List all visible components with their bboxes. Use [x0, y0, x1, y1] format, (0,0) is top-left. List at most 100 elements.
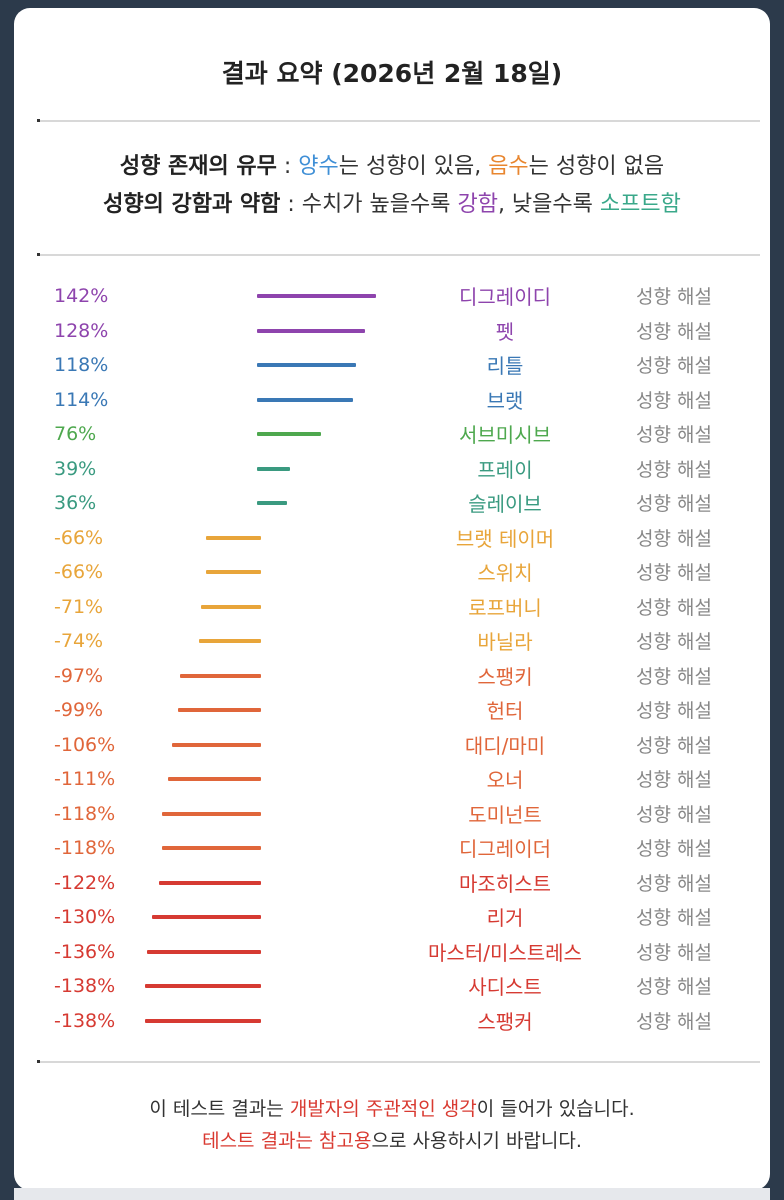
- row-percent: -71%: [54, 595, 104, 618]
- legend-positive-text: 는 성향이 있음,: [338, 154, 489, 179]
- row-bar: [171, 742, 261, 747]
- row-explain-link[interactable]: 성향 해설: [636, 976, 712, 998]
- row-bar: [257, 363, 357, 367]
- row-explain-link[interactable]: 성향 해설: [636, 1010, 712, 1033]
- page-title: 결과 요약 (2026년 2월 18일): [221, 59, 563, 88]
- row-percent: -138%: [54, 1009, 116, 1032]
- row-percent: -118%: [54, 837, 116, 859]
- row-percent: -111%: [54, 768, 116, 790]
- row-explain-link[interactable]: 성향 해설: [636, 389, 712, 412]
- row-explain-link[interactable]: 성향 해설: [636, 872, 712, 895]
- row-explain-link[interactable]: 성향 해설: [636, 769, 712, 791]
- row-percent: -74%: [54, 630, 104, 652]
- row-explain-link[interactable]: 성향 해설: [636, 596, 712, 619]
- row-type-name[interactable]: 도미넌트: [468, 802, 542, 827]
- row-percent: -106%: [54, 733, 116, 756]
- divider-dot: [37, 1060, 40, 1063]
- legend-negative-text: 는 성향이 없음: [528, 154, 665, 179]
- row-bar: [205, 535, 261, 540]
- row-percent: 142%: [54, 285, 109, 307]
- disclaimer-text-a: 이 테스트 결과는: [149, 1098, 290, 1120]
- row-explain-link[interactable]: 성향 해설: [636, 907, 712, 929]
- row-type-name[interactable]: 스위치: [477, 561, 533, 585]
- legend-strength-label: 성향의 강함과 약함: [103, 192, 281, 217]
- row-percent: 128%: [54, 319, 109, 342]
- divider-dot: [37, 119, 40, 122]
- row-explain-link[interactable]: 성향 해설: [636, 665, 712, 688]
- row-explain-link[interactable]: 성향 해설: [636, 838, 712, 860]
- row-percent: -130%: [54, 906, 116, 928]
- row-explain-link[interactable]: 성향 해설: [636, 458, 712, 481]
- row-type-name[interactable]: 브랫: [486, 388, 524, 413]
- row-percent: 76%: [54, 423, 97, 445]
- row-explain-link[interactable]: 성향 해설: [636, 527, 712, 550]
- row-percent: -66%: [54, 561, 104, 583]
- result-card: 결과 요약 (2026년 2월 18일) 성향 존재의 유무 : 양수는 성향이…: [14, 8, 770, 1190]
- legend-line-existence: 성향 존재의 유무 : 양수는 성향이 있음, 음수는 성향이 없음: [14, 148, 770, 180]
- row-type-name[interactable]: 마조히스트: [459, 871, 551, 896]
- row-type-name[interactable]: 바닐라: [477, 630, 533, 654]
- row-explain-link[interactable]: 성향 해설: [636, 355, 712, 377]
- row-explain-link[interactable]: 성향 해설: [636, 700, 712, 722]
- row-explain-link[interactable]: 성향 해설: [636, 631, 712, 653]
- divider-top: [37, 119, 760, 122]
- row-type-name[interactable]: 스팽키: [477, 664, 533, 689]
- row-explain-link[interactable]: 성향 해설: [636, 320, 712, 343]
- row-bar: [201, 604, 261, 609]
- row-bar: [257, 501, 288, 505]
- disclaimer-text-c: 으로 사용하시기 바랍니다.: [371, 1130, 582, 1152]
- row-bar: [158, 880, 261, 885]
- row-type-name[interactable]: 마스터/미스트레스: [428, 940, 582, 965]
- row-bar: [205, 570, 261, 574]
- row-explain-link[interactable]: 성향 해설: [636, 734, 712, 757]
- legend-mid-text: , 낮을수록: [497, 192, 600, 217]
- row-explain-link[interactable]: 성향 해설: [636, 424, 712, 446]
- row-type-name[interactable]: 서브미시브: [459, 423, 551, 447]
- disclaimer-highlight-subjective: 개발자의 주관적인 생각: [289, 1098, 477, 1120]
- row-type-name[interactable]: 브랫 테이머: [455, 526, 555, 551]
- row-type-name[interactable]: 프레이: [477, 457, 533, 482]
- row-type-name[interactable]: 리틀: [486, 354, 524, 378]
- row-type-name[interactable]: 리거: [486, 906, 524, 930]
- card-shadow-strip: [14, 1188, 770, 1200]
- row-percent: -118%: [54, 802, 116, 825]
- row-bar: [179, 673, 261, 678]
- row-type-name[interactable]: 헌터: [486, 699, 524, 723]
- row-bar: [177, 708, 261, 712]
- row-explain-link[interactable]: 성향 해설: [636, 493, 712, 515]
- row-explain-link[interactable]: 성향 해설: [636, 286, 712, 308]
- row-bar: [257, 328, 365, 333]
- row-bar: [198, 639, 261, 643]
- row-explain-link[interactable]: 성향 해설: [636, 803, 712, 826]
- row-percent: -97%: [54, 664, 104, 687]
- row-type-name[interactable]: 디그레이디: [459, 285, 551, 309]
- legend-strength-text: : 수치가 높을수록: [280, 192, 458, 217]
- row-percent: 36%: [54, 492, 97, 514]
- row-percent: -122%: [54, 871, 116, 894]
- row-bar: [167, 777, 261, 781]
- legend-separator: :: [276, 154, 299, 179]
- row-percent: -99%: [54, 699, 104, 721]
- row-percent: -136%: [54, 940, 116, 963]
- row-type-name[interactable]: 펫: [495, 319, 515, 344]
- legend-line-strength: 성향의 강함과 약함 : 수치가 높을수록 강함, 낮을수록 소프트함: [14, 186, 770, 218]
- row-bar: [145, 984, 261, 988]
- row-bar: [257, 466, 290, 471]
- row-type-name[interactable]: 로프버니: [468, 595, 542, 620]
- row-explain-link[interactable]: 성향 해설: [636, 562, 712, 584]
- divider-dot: [37, 253, 40, 256]
- divider-middle: [37, 253, 760, 256]
- row-type-name[interactable]: 스팽커: [477, 1009, 533, 1034]
- row-bar: [257, 294, 377, 298]
- row-type-name[interactable]: 대디/마미: [464, 733, 546, 758]
- legend-soft-word: 소프트함: [599, 192, 681, 217]
- row-explain-link[interactable]: 성향 해설: [636, 941, 712, 964]
- row-bar: [257, 397, 353, 402]
- row-type-name[interactable]: 슬레이브: [468, 492, 542, 516]
- row-percent: 118%: [54, 354, 109, 376]
- legend-positive-word: 양수: [298, 154, 339, 179]
- row-type-name[interactable]: 사디스트: [468, 975, 542, 999]
- legend-negative-word: 음수: [488, 154, 529, 179]
- row-type-name[interactable]: 디그레이더: [459, 837, 551, 861]
- row-type-name[interactable]: 오너: [486, 768, 524, 792]
